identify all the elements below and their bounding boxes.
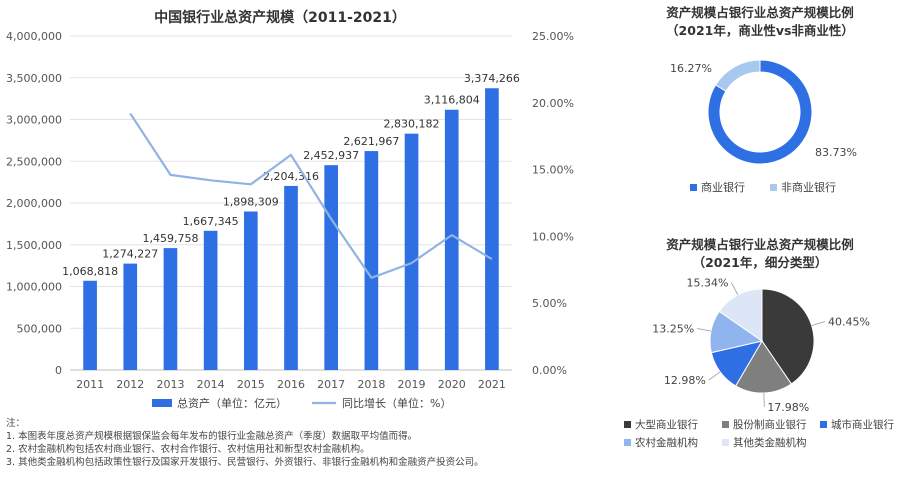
pie-slice <box>761 288 815 385</box>
bar-value-label: 1,068,818 <box>62 265 118 278</box>
bar <box>485 88 499 371</box>
pie-value-label: 15.34% <box>686 277 728 290</box>
x-tick-label: 2014 <box>197 378 225 391</box>
pie-leader-line <box>708 371 721 381</box>
legend-label-total-assets: 总资产（单位：亿元） <box>177 396 287 410</box>
pie-legend-swatch <box>624 421 631 428</box>
donut-legend-swatch <box>690 184 697 191</box>
x-tick-label: 2013 <box>156 378 184 391</box>
bar-value-label: 3,116,804 <box>424 94 480 107</box>
x-tick-label: 2021 <box>478 378 506 391</box>
donut-slice <box>707 59 813 165</box>
bar <box>364 151 379 370</box>
x-tick-label: 2016 <box>277 378 305 391</box>
y-tick-label: 0 <box>55 364 62 377</box>
pie-legend-label: 大型商业银行 <box>635 418 698 431</box>
bar <box>243 211 258 370</box>
donut-slice <box>714 59 761 92</box>
bar <box>163 248 178 370</box>
bar <box>444 109 459 371</box>
bar-value-label: 1,459,758 <box>142 232 198 245</box>
donut-value-label: 83.73% <box>815 146 857 159</box>
pie-legend-label: 城市商业银行 <box>831 418 894 431</box>
pie-legend-label: 其他类金融机构 <box>733 436 807 449</box>
pie-legend-swatch <box>722 421 729 428</box>
main-chart-title: 中国银行业总资产规模（2011-2021） <box>154 9 406 26</box>
note-line-3: 3. 其他类金融机构包括政策性银行及国家开发银行、民营银行、外资银行、非银行金融… <box>6 457 484 468</box>
y-tick-label: 500,000 <box>17 322 63 335</box>
growth-rate-line <box>129 112 493 279</box>
pie-leader-line <box>697 328 712 332</box>
x-tick-label: 2017 <box>317 378 345 391</box>
bar-value-label: 1,667,345 <box>183 215 239 228</box>
pie-legend-swatch <box>624 439 631 446</box>
y2-tick-label: 15.00% <box>532 164 574 177</box>
bar <box>83 280 97 370</box>
pie-legend-swatch <box>722 439 729 446</box>
donut-value-label: 16.27% <box>670 62 712 75</box>
y-tick-label: 3,500,000 <box>6 72 62 85</box>
segment-share-pie-chart: 资产规模占银行业总资产规模比例 （2021年，细分类型） 40.45% 17.98… <box>624 237 894 449</box>
note-line-2: 2. 农村金融机构包括农村商业银行、农村合作银行、农村信用社和新型农村金融机构。 <box>6 444 370 455</box>
total-assets-chart: 中国银行业总资产规模（2011-2021） 1,068,818 1,274,227… <box>6 9 574 410</box>
bar <box>203 230 218 370</box>
pie-title-line-1: 资产规模占银行业总资产规模比例 <box>666 237 854 252</box>
x-tick-label: 2015 <box>237 378 265 391</box>
bar <box>123 263 138 370</box>
y2-tick-label: 0.00% <box>532 364 567 377</box>
donut-title-line-1: 资产规模占银行业总资产规模比例 <box>666 5 854 20</box>
bar-value-label: 1,274,227 <box>102 248 158 261</box>
pie-leader-line <box>731 282 739 296</box>
y2-tick-label: 20.00% <box>532 97 574 110</box>
pie-title-line-2: （2021年，细分类型） <box>693 255 828 270</box>
commercial-share-donut-chart: 资产规模占银行业总资产规模比例 （2021年，商业性vs非商业性） 83.73%… <box>666 5 857 194</box>
pie-legend-swatch <box>820 421 827 428</box>
note-line-1: 1. 本图表年度总资产规模根据银保监会每年发布的银行业金融总资产（季度）数据取平… <box>6 431 418 442</box>
x-tick-label: 2019 <box>398 378 426 391</box>
bar-value-label: 3,374,266 <box>464 72 520 85</box>
x-tick-label: 2011 <box>76 378 104 391</box>
y2-tick-label: 10.00% <box>532 230 574 243</box>
footnotes: 注： 1. 本图表年度总资产规模根据银保监会每年发布的银行业金融总资产（季度）数… <box>6 417 618 469</box>
donut-legend-label: 商业银行 <box>701 180 745 194</box>
y-tick-label: 1,000,000 <box>6 281 62 294</box>
bar-value-label: 1,898,309 <box>223 195 279 208</box>
bar-value-label: 2,621,967 <box>343 135 399 148</box>
y-tick-label: 1,500,000 <box>6 239 62 252</box>
legend-label-growth: 同比增长（单位：%） <box>342 396 451 410</box>
y2-tick-label: 5.00% <box>532 297 567 310</box>
pie-value-label: 12.98% <box>664 374 706 387</box>
notes-title: 注： <box>6 418 26 429</box>
donut-legend-swatch <box>770 184 777 191</box>
pie-value-label: 40.45% <box>828 315 870 328</box>
x-tick-label: 2020 <box>438 378 466 391</box>
x-tick-label: 2018 <box>357 378 385 391</box>
donut-title-line-2: （2021年，商业性vs非商业性） <box>666 23 854 38</box>
pie-legend-label: 农村金融机构 <box>635 436 698 449</box>
y-tick-label: 2,000,000 <box>6 197 62 210</box>
y-tick-label: 3,000,000 <box>6 114 62 127</box>
y-tick-label: 2,500,000 <box>6 155 62 168</box>
bar-value-label: 2,204,316 <box>263 170 319 183</box>
bar-value-label: 2,830,182 <box>384 118 440 131</box>
pie-value-label: 17.98% <box>767 401 809 414</box>
pie-value-label: 13.25% <box>652 322 694 335</box>
pie-leader-line <box>811 321 826 327</box>
pie-legend-label: 股份制商业银行 <box>733 418 807 431</box>
bar <box>404 133 419 370</box>
legend-swatch-total-assets <box>152 399 172 407</box>
y2-tick-label: 25.00% <box>532 30 574 43</box>
bar <box>324 165 339 370</box>
pie-slice <box>718 288 763 342</box>
y-tick-label: 4,000,000 <box>6 30 62 43</box>
bar-value-label: 2,452,937 <box>303 149 359 162</box>
bar <box>284 185 298 370</box>
x-tick-label: 2012 <box>116 378 144 391</box>
donut-legend-label: 非商业银行 <box>781 180 836 194</box>
